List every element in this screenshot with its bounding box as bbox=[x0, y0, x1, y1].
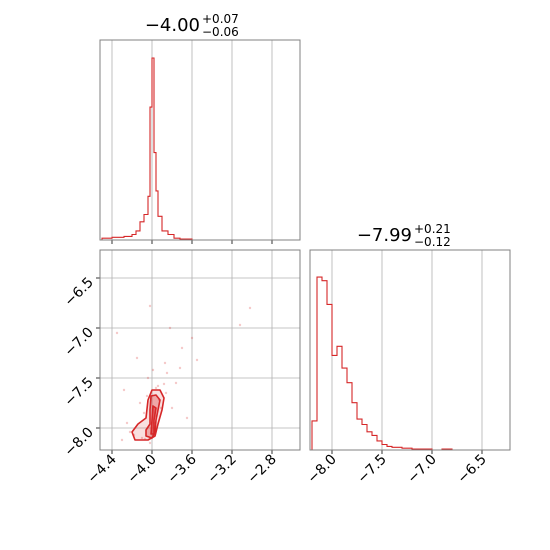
sample-point-22 bbox=[164, 391, 168, 395]
x-tick-label-0: −8.0 bbox=[304, 452, 339, 487]
sample-point-12 bbox=[148, 304, 152, 308]
x-tick-label-1: −7.5 bbox=[354, 452, 389, 487]
title-upper-error-param1: +0.07 bbox=[202, 12, 239, 26]
y-tick-label-2: −7.0 bbox=[61, 325, 96, 360]
sample-point-24 bbox=[140, 436, 144, 440]
contour-inner bbox=[150, 405, 157, 435]
sample-point-25 bbox=[151, 368, 155, 372]
marginal-histogram-param2 bbox=[311, 276, 510, 451]
x-tick-label-2: −7.0 bbox=[404, 452, 439, 487]
sample-point-26 bbox=[163, 361, 167, 365]
sample-point-3 bbox=[154, 386, 158, 390]
sample-point-30 bbox=[135, 356, 139, 360]
sample-point-14 bbox=[178, 366, 182, 370]
sample-point-35 bbox=[170, 406, 174, 410]
sample-point-28 bbox=[174, 381, 178, 385]
sample-point-0 bbox=[148, 441, 152, 445]
title-lower-error-param2: −0.12 bbox=[414, 235, 451, 249]
joint-panel: −4.4 −4.0 −3.6 −3.2 −2.8 −8.0 −7.5 −7.0 −6.5 bbox=[61, 249, 301, 487]
sample-point-29 bbox=[185, 416, 189, 420]
sample-point-31 bbox=[190, 336, 194, 340]
title-lower-error-param1: −0.06 bbox=[202, 25, 239, 39]
sample-point-10 bbox=[146, 376, 150, 380]
sample-point-18 bbox=[248, 306, 252, 310]
sample-point-7 bbox=[128, 430, 132, 434]
y-tick-label-1: −7.5 bbox=[61, 375, 96, 410]
sample-point-11 bbox=[180, 346, 184, 350]
sample-point-20 bbox=[125, 421, 129, 425]
sample-point-19 bbox=[238, 323, 242, 327]
sample-point-34 bbox=[122, 388, 126, 392]
y-tick-label-3: −6.5 bbox=[61, 275, 96, 310]
sample-point-5 bbox=[165, 371, 169, 375]
x-tick-label-4: −2.8 bbox=[244, 452, 279, 487]
title-median-param1: −4.00 bbox=[145, 15, 200, 36]
sample-point-23 bbox=[142, 411, 146, 415]
sample-point-21 bbox=[156, 384, 160, 388]
sample-point-15 bbox=[115, 331, 119, 335]
x-tick-label-1: −4.0 bbox=[124, 452, 159, 487]
y-tick-label-0: −8.0 bbox=[61, 425, 96, 460]
sample-point-13 bbox=[168, 326, 172, 330]
sample-point-32 bbox=[145, 394, 149, 398]
sample-point-27 bbox=[120, 438, 124, 442]
sample-point-17 bbox=[195, 358, 199, 362]
sample-point-4 bbox=[162, 382, 166, 386]
marginal-panel-param2: −8.0 −7.5 −7.0 −6.5 −7.99 +0.21 −0.12 bbox=[304, 222, 511, 487]
axes-frame-param2-marginal bbox=[309, 249, 511, 451]
x-tick-label-2: −3.6 bbox=[164, 451, 199, 486]
marginal-histogram-param1 bbox=[101, 57, 193, 240]
x-tick-label-0: −4.4 bbox=[84, 451, 119, 486]
axes-frame-joint bbox=[99, 249, 301, 451]
x-tick-label-3: −3.2 bbox=[204, 452, 239, 487]
sample-point-16 bbox=[138, 401, 142, 405]
title-upper-error-param2: +0.21 bbox=[414, 222, 451, 236]
x-tick-label-3: −6.5 bbox=[454, 452, 489, 487]
marginal-panel-param1: −4.00 +0.07 −0.06 bbox=[99, 12, 301, 244]
axes-frame-param1-marginal bbox=[99, 39, 301, 241]
title-median-param2: −7.99 bbox=[357, 225, 412, 246]
